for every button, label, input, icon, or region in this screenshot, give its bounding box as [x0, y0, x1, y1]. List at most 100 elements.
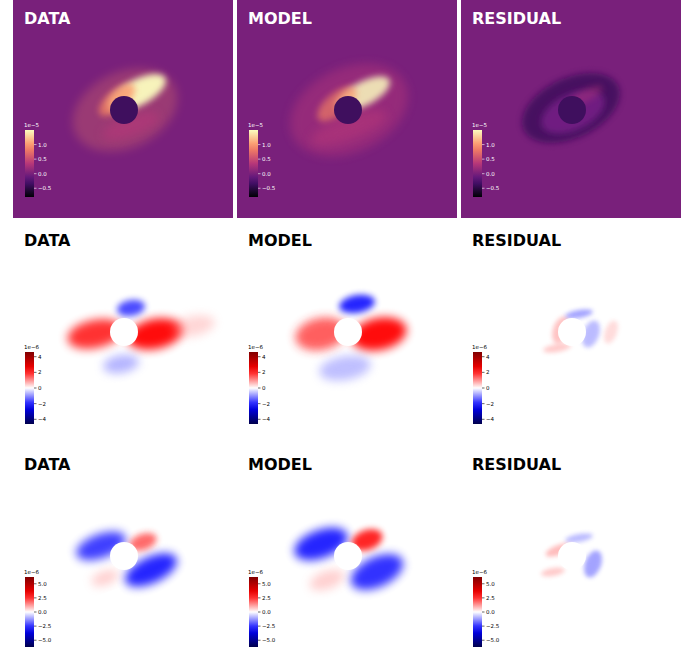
emission-feature [535, 81, 612, 142]
colorbar-tick [482, 372, 485, 373]
colorbar-tick-label: 0 [38, 385, 42, 391]
colorbar-tick-label: −2 [262, 401, 270, 407]
colorbar-tick [258, 144, 261, 145]
colorbar-tick-label: −4 [486, 416, 495, 422]
colorbar-tick-label: −2.5 [38, 623, 52, 629]
colorbar-tick [482, 597, 485, 598]
heatmap-background [13, 446, 233, 655]
colorbar-tick [482, 403, 485, 404]
colorbar-tick-label: 0.0 [486, 171, 495, 177]
colorbar-tick [482, 583, 485, 584]
colorbar-tick-label: −0.5 [262, 185, 276, 191]
colorbar-tick [34, 188, 37, 189]
heatmap-image [540, 532, 605, 580]
colorbar-tick-label: 0.5 [262, 156, 271, 162]
colorbar [249, 352, 258, 424]
coronagraph-mask [334, 318, 362, 346]
colorbar-tick-label: 5.0 [38, 581, 47, 587]
colorbar-tick-label: −2 [486, 401, 494, 407]
colorbar-tick-label: −2 [38, 401, 46, 407]
heatmap-image [65, 298, 217, 376]
colorbar [249, 130, 258, 197]
panel-title: MODEL [248, 455, 312, 474]
heatmap-image [290, 521, 409, 597]
heatmap-background [461, 0, 681, 218]
emission-feature [338, 292, 377, 316]
colorbar-tick [258, 612, 261, 613]
colorbar-tick [258, 640, 261, 641]
coronagraph-mask [110, 318, 138, 346]
colorbar-tick-label: 4 [262, 354, 266, 360]
emission-feature [169, 312, 216, 341]
colorbar-tick [482, 612, 485, 613]
emission-feature [511, 59, 631, 157]
colorbar-tick [482, 356, 485, 357]
colorbar-tick-label: 1.0 [38, 142, 47, 148]
colorbar-tick [34, 612, 37, 613]
colorbar-tick-label: 2.5 [486, 595, 495, 601]
colorbar-tick-label: 0 [486, 385, 490, 391]
colorbar-tick [258, 403, 261, 404]
heatmap-background [461, 446, 681, 655]
panel: DATA1e−65.02.50.0−2.5−5.0 [13, 446, 233, 655]
heatmap-background [13, 222, 233, 442]
colorbar-tick [482, 188, 485, 189]
colorbar [473, 130, 482, 197]
coronagraph-mask [558, 96, 586, 124]
panel-title: MODEL [248, 231, 312, 250]
emission-feature [59, 52, 191, 167]
figure: DATA1e−51.00.50.0−0.5MODEL1e−51.00.50.0−… [0, 0, 692, 655]
heatmap-background [237, 446, 457, 655]
colorbar-tick [482, 626, 485, 627]
colorbar-tick [34, 173, 37, 174]
emission-feature [116, 298, 146, 319]
panel: DATA1e−6420−2−4 [13, 222, 233, 442]
colorbar-tick-label: 5.0 [486, 581, 495, 587]
colorbar [249, 577, 258, 647]
colorbar-scale-label: 1e−5 [248, 122, 263, 128]
colorbar-tick [258, 159, 261, 160]
colorbar-tick-label: 2.5 [38, 595, 47, 601]
colorbar-tick-label: 1.0 [262, 142, 271, 148]
colorbar-scale-label: 1e−5 [24, 122, 39, 128]
panel: MODEL1e−65.02.50.0−2.5−5.0 [237, 446, 457, 655]
colorbar-tick [34, 583, 37, 584]
colorbar-tick-label: 4 [38, 354, 42, 360]
colorbar-scale-label: 1e−5 [472, 122, 487, 128]
panel: DATA1e−51.00.50.0−0.5 [13, 0, 233, 218]
colorbar-tick [258, 372, 261, 373]
colorbar [473, 577, 482, 647]
emission-feature [317, 352, 372, 385]
panel: RESIDUAL1e−65.02.50.0−2.5−5.0 [461, 446, 681, 655]
heatmap-image [59, 52, 191, 167]
colorbar-tick [482, 388, 485, 389]
colorbar-tick-label: −4 [262, 416, 271, 422]
colorbar [25, 130, 34, 197]
colorbar-tick-label: 0.0 [38, 171, 47, 177]
emission-feature [540, 566, 565, 578]
colorbar-scale-label: 1e−6 [472, 569, 487, 575]
colorbar-tick-label: 2 [38, 369, 42, 375]
colorbar-tick [258, 356, 261, 357]
colorbar-tick [34, 159, 37, 160]
coronagraph-mask [558, 318, 586, 346]
colorbar-tick-label: 0.0 [38, 609, 47, 615]
colorbar-tick-label: 2 [262, 369, 266, 375]
panel: MODEL1e−6420−2−4 [237, 222, 457, 442]
colorbar-tick [34, 356, 37, 357]
colorbar-scale-label: 1e−6 [248, 569, 263, 575]
heatmap-image [292, 292, 409, 384]
colorbar-tick-label: 0.0 [486, 609, 495, 615]
colorbar-tick [258, 583, 261, 584]
panel-title: RESIDUAL [472, 455, 561, 474]
colorbar-tick [34, 372, 37, 373]
heatmap-image [543, 308, 621, 355]
colorbar-tick-label: 4 [486, 354, 490, 360]
colorbar-scale-label: 1e−6 [248, 344, 263, 350]
colorbar [473, 352, 482, 424]
colorbar-tick-label: −5.0 [38, 637, 52, 643]
panel: MODEL1e−51.00.50.0−0.5 [237, 0, 457, 218]
panel-title: RESIDUAL [472, 9, 561, 28]
colorbar [25, 577, 34, 647]
colorbar-tick [258, 419, 261, 420]
